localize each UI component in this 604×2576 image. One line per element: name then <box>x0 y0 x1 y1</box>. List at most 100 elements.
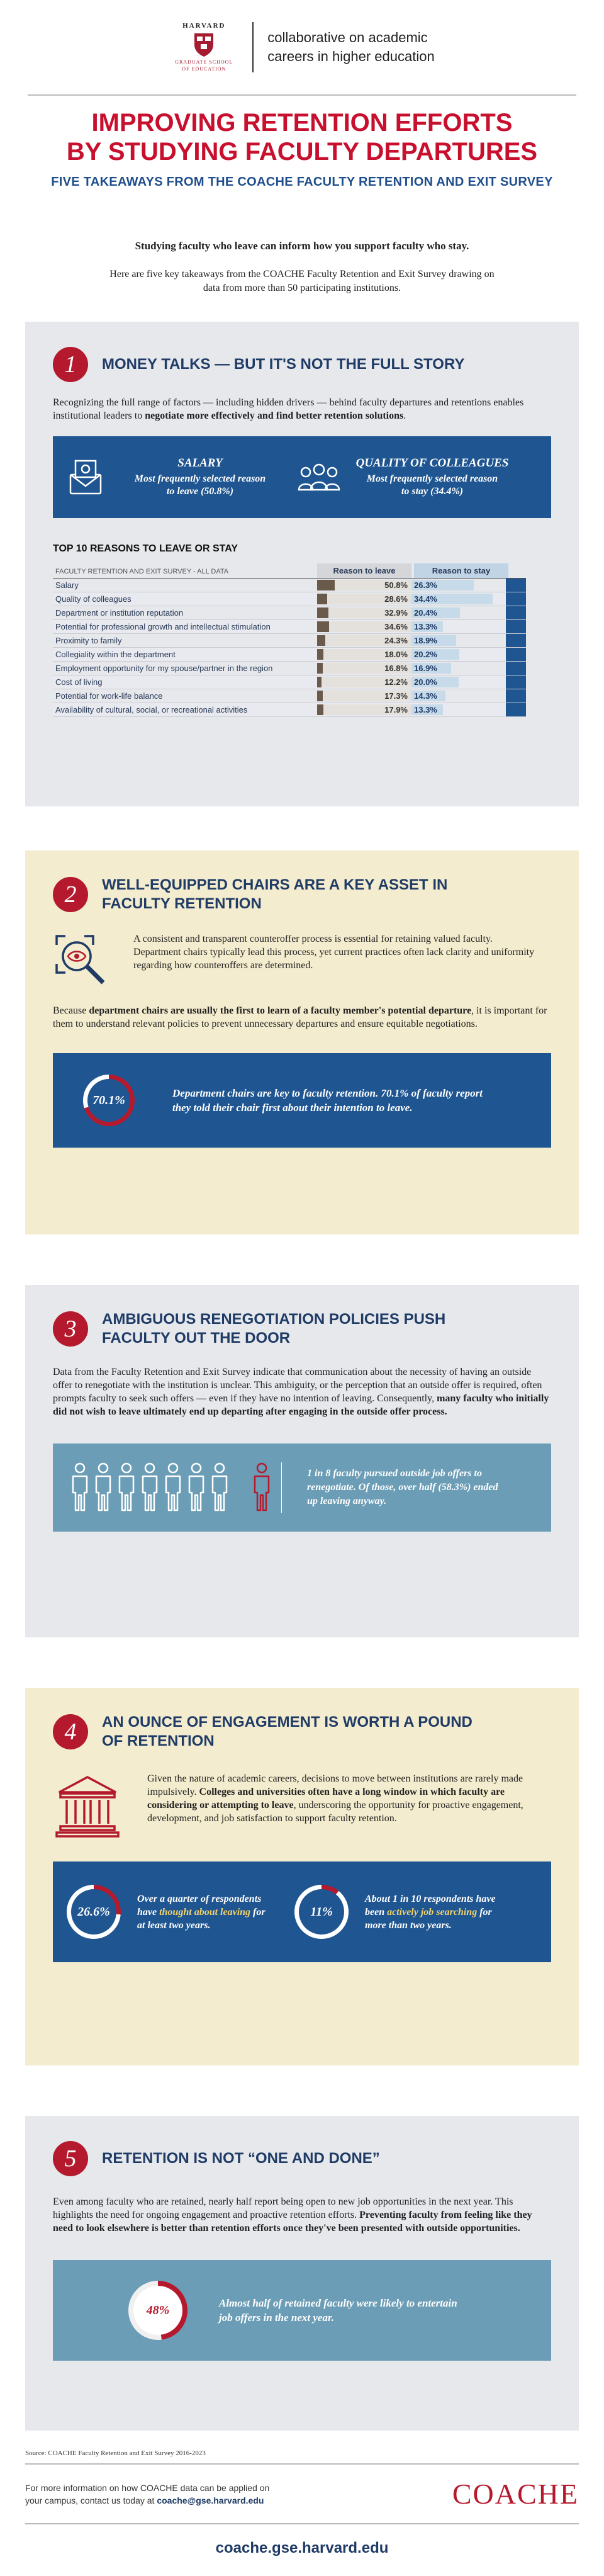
leave-bar <box>317 635 326 646</box>
row-end-mark <box>506 648 526 661</box>
leave-bar-track <box>317 677 411 687</box>
leave-bar-track <box>317 663 411 674</box>
text-bold: department chairs are usually the first … <box>89 1005 472 1016</box>
text-bold: Colleges and universities often have a l… <box>147 1787 505 1811</box>
leave-bar <box>317 594 327 604</box>
ring-label: 70.1% <box>87 1079 130 1122</box>
reason-label: Proximity to family <box>55 636 122 645</box>
text-part: your campus, contact us today at <box>25 2495 157 2505</box>
row-end-mark <box>506 620 526 633</box>
stay-value: 26.3% <box>414 580 437 590</box>
contact-email-link[interactable]: coache@gse.harvard.edu <box>157 2495 264 2505</box>
stay-cell: 26.3% <box>411 579 506 592</box>
person-icon <box>72 1462 88 1511</box>
quality-text: Most frequently selected reason to stay … <box>366 473 498 497</box>
section-1-text: Recognizing the full range of factors — … <box>53 396 551 422</box>
section-title: AN OUNCE OF ENGAGEMENT IS WORTH A POUND … <box>102 1713 473 1751</box>
ring-label: 48% <box>133 2286 182 2335</box>
section-2-text-1: A consistent and transparent counteroffe… <box>133 934 535 971</box>
stay-cell: 14.3% <box>411 689 506 703</box>
text-part: , underscoring the opportunity for proac… <box>147 1800 523 1824</box>
table-row: Quality of colleagues 28.6% 34.4% <box>53 592 526 606</box>
leave-bar <box>317 677 322 687</box>
leave-value: 17.9% <box>384 705 408 715</box>
retained-stat-box: 48% Almost half of retained faculty were… <box>53 2260 551 2361</box>
leave-value: 17.3% <box>384 691 408 701</box>
section-5-header: 5 RETENTION IS NOT “ONE AND DONE” <box>53 2141 551 2176</box>
magnifier-eye-icon <box>55 935 105 985</box>
leave-value: 12.2% <box>384 677 408 687</box>
intro-lead: Studying faculty who leave can inform ho… <box>135 240 469 252</box>
source-note: Source: COACHE Faculty Retention and Exi… <box>25 2449 206 2457</box>
row-end-mark <box>506 634 526 647</box>
row-end-mark <box>506 675 526 689</box>
section-3: 3 AMBIGUOUS RENEGOTIATION POLICIES PUSH … <box>25 1285 579 1637</box>
school-line-1: GRADUATE SCHOOL <box>175 59 233 65</box>
website-link[interactable]: coache.gse.harvard.edu <box>215 2539 389 2556</box>
leave-bar <box>317 621 329 632</box>
highlight-text: actively job searching <box>387 1906 478 1918</box>
chair-percent-ring: 70.1% <box>83 1075 135 1126</box>
section-5: 5 RETENTION IS NOT “ONE AND DONE” Even a… <box>25 2116 579 2431</box>
retained-percent-ring: 48% <box>128 2281 187 2340</box>
stay-cell: 34.4% <box>411 592 506 606</box>
reason-label: Collegiality within the department <box>55 650 176 659</box>
stay-bar <box>411 594 493 604</box>
stay-bar <box>411 663 452 674</box>
leave-value: 18.0% <box>384 650 408 659</box>
collaborative-name: collaborative on academic careers in hig… <box>267 28 434 66</box>
section-title: AMBIGUOUS RENEGOTIATION POLICIES PUSH FA… <box>102 1310 445 1348</box>
stay-cell: 13.3% <box>411 703 506 716</box>
reason-label: Potential for work-life balance <box>55 691 163 701</box>
quality-stat: QUALITY OF COLLEAGUES Most frequently se… <box>341 456 523 498</box>
leave-cell: 24.3% <box>317 634 411 647</box>
institution-building-icon <box>55 1776 120 1838</box>
text-part: . <box>403 410 406 421</box>
title-line-1: AN OUNCE OF ENGAGEMENT IS WORTH A POUND <box>102 1714 473 1731</box>
main-title-line-2: BY STUDYING FACULTY DEPARTURES <box>66 138 538 166</box>
renegotiation-stat-text: 1 in 8 faculty pursued outside job offer… <box>307 1468 498 1506</box>
text-part: Recognizing the full range of factors — … <box>53 397 524 421</box>
people-pictogram <box>69 1462 272 1513</box>
leave-value: 24.3% <box>384 636 408 645</box>
collab-line-2: careers in higher education <box>267 48 435 64</box>
stay-value: 13.3% <box>414 705 437 715</box>
envelope-money-icon <box>69 460 102 495</box>
row-end-mark <box>506 606 526 619</box>
stay-value: 34.4% <box>414 594 437 604</box>
row-end-mark <box>506 662 526 675</box>
stay-value: 14.3% <box>414 691 437 701</box>
subtitle: FIVE TAKEAWAYS FROM THE COACHE FACULTY R… <box>51 175 553 189</box>
text-part: Given the nature of academic careers, de… <box>147 1773 523 1797</box>
section-4-text: Given the nature of academic careers, de… <box>147 1772 531 1841</box>
table-row: Proximity to family 24.3% 18.9% <box>53 634 526 648</box>
stay-bar <box>411 635 456 646</box>
title-line-1: AMBIGUOUS RENEGOTIATION POLICIES PUSH <box>102 1311 446 1328</box>
leave-bar-track <box>317 635 411 646</box>
leave-cell: 17.3% <box>317 689 411 703</box>
leave-cell: 50.8% <box>317 579 411 592</box>
school-line-2: OF EDUCATION <box>182 66 226 72</box>
salary-quality-box: SALARY Most frequently selected reason t… <box>53 436 551 518</box>
leave-cell: 12.2% <box>317 675 411 689</box>
stay-value: 13.3% <box>414 622 437 631</box>
text-bold: negotiate more effectively and find bett… <box>145 410 404 421</box>
header-rule <box>28 94 576 96</box>
stay-bar <box>411 677 459 687</box>
stay-bar <box>411 649 459 660</box>
leave-bar <box>317 663 323 674</box>
stay-value: 20.0% <box>414 677 437 687</box>
section-1-header: 1 MONEY TALKS — BUT IT'S NOT THE FULL ST… <box>53 347 551 382</box>
chair-stat-box: 70.1% Department chairs are key to facul… <box>53 1053 551 1148</box>
title-line-2: FACULTY RETENTION <box>102 895 262 912</box>
stay-cell: 20.2% <box>411 648 506 661</box>
engagement-stats-box: 26.6% Over a quarter of respondents have… <box>53 1861 551 1962</box>
section-4: 4 AN OUNCE OF ENGAGEMENT IS WORTH A POUN… <box>25 1688 579 2065</box>
stay-bar <box>411 580 474 590</box>
quality-title: QUALITY OF COLLEAGUES <box>355 456 509 470</box>
main-title-line-1: IMPROVING RETENTION EFFORTS <box>91 109 513 137</box>
section-number: 5 <box>53 2141 88 2176</box>
leave-cell: 17.9% <box>317 703 411 716</box>
text-part: for more than two years. <box>365 1906 492 1931</box>
chair-stat-text: Department chairs are key to faculty ret… <box>172 1087 483 1114</box>
